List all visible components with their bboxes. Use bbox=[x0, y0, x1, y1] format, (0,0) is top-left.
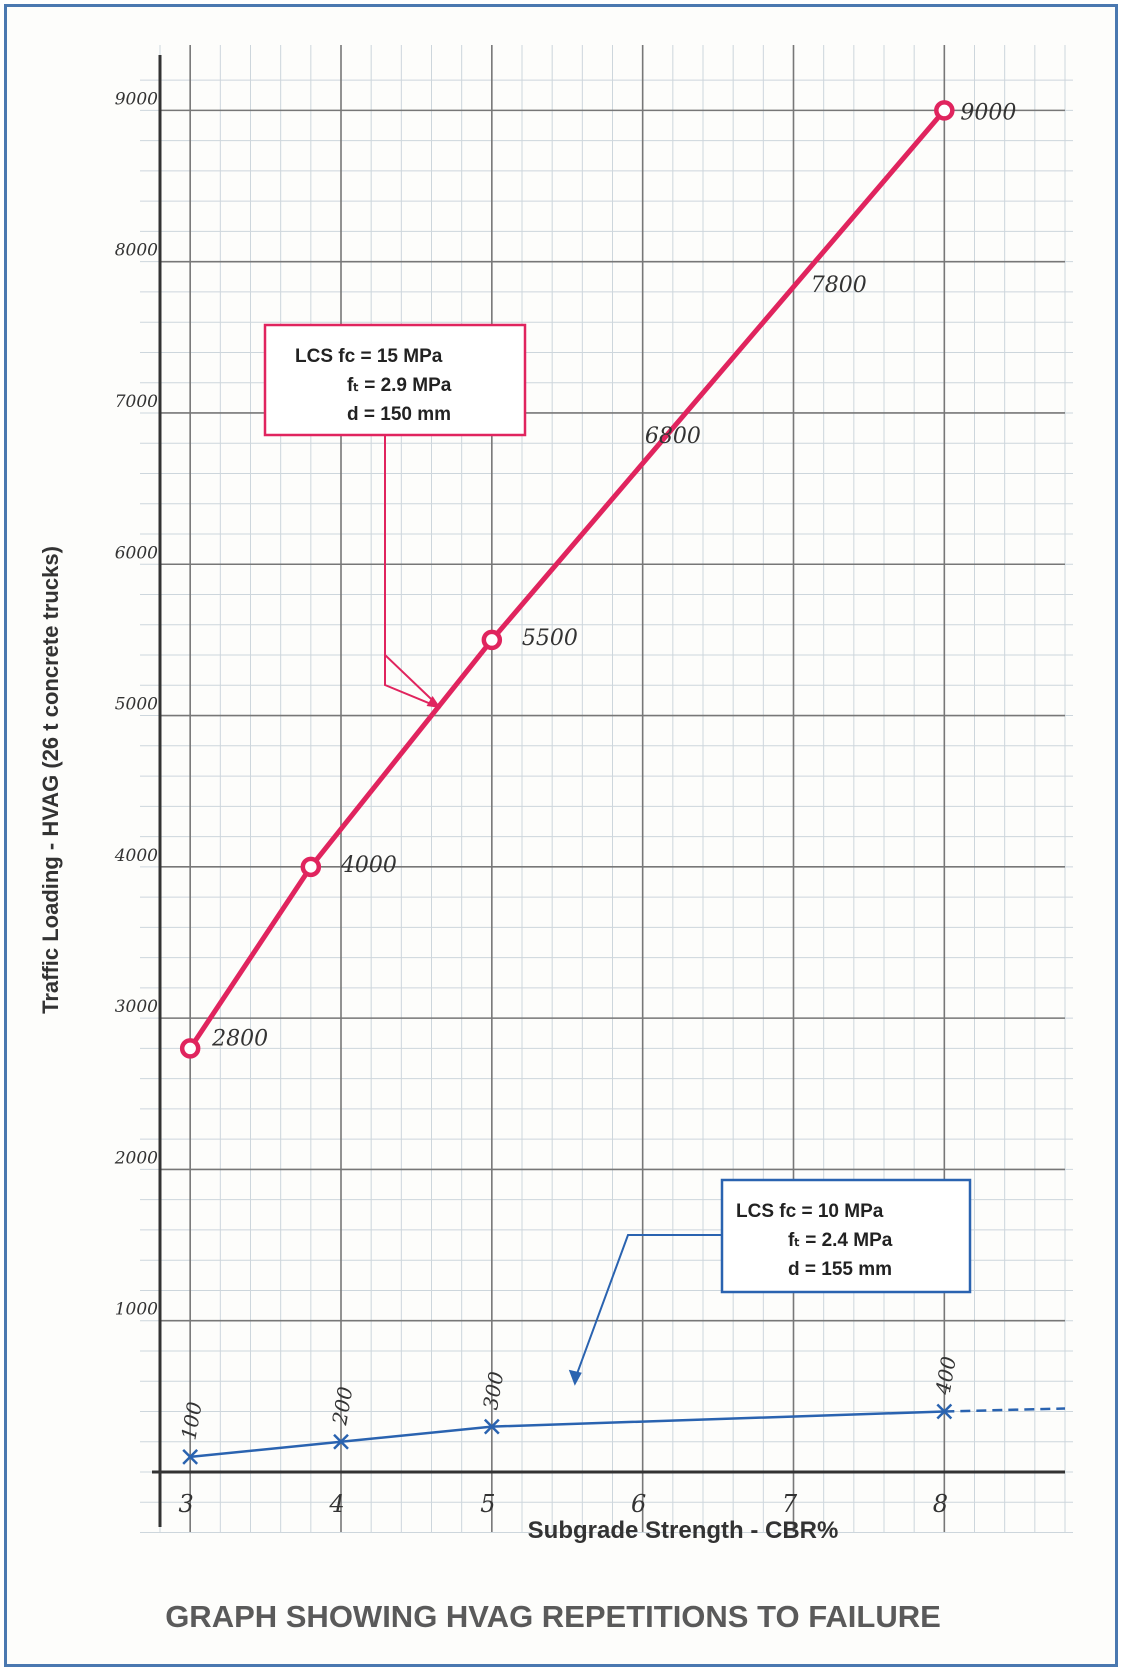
x-tick-label: 5 bbox=[480, 1490, 495, 1518]
series-line-10mpa bbox=[190, 1410, 945, 1459]
annotation-label-15mpa: 6800 bbox=[645, 424, 701, 449]
data-point-10mpa bbox=[182, 1448, 199, 1465]
data-label-10mpa: 200 bbox=[327, 1385, 357, 1428]
data-point-10mpa bbox=[333, 1433, 349, 1450]
x-tick-label: 3 bbox=[179, 1490, 194, 1518]
y-tick-label: 3000 bbox=[115, 997, 158, 1017]
axes bbox=[152, 55, 1065, 1527]
y-tick-label: 1000 bbox=[115, 1300, 158, 1320]
data-label-10mpa: 300 bbox=[478, 1369, 508, 1411]
legend-15mpa-line: fₜ = 2.9 MPa bbox=[347, 375, 452, 396]
legend-10mpa-box bbox=[720, 1178, 972, 1294]
y-tick-label: 7000 bbox=[115, 392, 158, 412]
tick-labels: 3 4 5 6 7 8 1000 2000 3000 4000 5000 6000 7000 8000 90… bbox=[114, 89, 948, 1518]
series-extension-10mpa bbox=[944, 1407, 1066, 1413]
legend-15mpa-leader bbox=[384, 435, 441, 709]
y-tick-label: 5000 bbox=[115, 695, 158, 715]
x-tick-label: 7 bbox=[782, 1490, 798, 1518]
legend-10mpa-arrowhead bbox=[568, 1369, 582, 1386]
chart-title: GRAPH SHOWING HVAG REPETITIONS TO FAILUR… bbox=[165, 1599, 941, 1634]
legend-15mpa-line: LCS fᴄ = 15 MPa bbox=[295, 346, 443, 367]
legend-10mpa-line: d = 155 mm bbox=[788, 1259, 892, 1280]
legend-10mpa-leader bbox=[573, 1234, 722, 1381]
data-label-15mpa: 9000 bbox=[960, 100, 1016, 125]
x-tick-label: 8 bbox=[933, 1490, 948, 1518]
y-axis-label: Traffic Loading - HVAG (26 t concrete tr… bbox=[38, 546, 63, 1014]
y-tick-label: 4000 bbox=[114, 846, 158, 866]
legend-15mpa: LCS fᴄ = 15 MPa fₜ = 2.9 MPa d = 150 mm bbox=[263, 323, 527, 709]
minor-grid bbox=[140, 45, 1073, 1534]
legend-10mpa: LCS fᴄ = 10 MPa fₜ = 2.4 MPa d = 155 mm bbox=[568, 1178, 972, 1386]
legend-15mpa-box bbox=[263, 323, 527, 437]
y-tick-label: 6000 bbox=[115, 543, 158, 563]
y-tick-label: 2000 bbox=[114, 1148, 158, 1168]
data-point-15mpa bbox=[481, 629, 503, 651]
annotation-label-15mpa: 7800 bbox=[811, 273, 867, 298]
data-point-15mpa bbox=[934, 100, 955, 121]
series-layer: 2800 4000 5500 9000 6800 7800 100 200 300 400 bbox=[176, 100, 1066, 1465]
y-tick-label: 8000 bbox=[115, 241, 158, 261]
series-line-15mpa bbox=[188, 108, 947, 1050]
data-point-10mpa bbox=[936, 1403, 953, 1420]
data-point-15mpa bbox=[179, 1038, 201, 1059]
x-axis-label: Subgrade Strength - CBR% bbox=[528, 1517, 839, 1544]
x-tick-label: 4 bbox=[328, 1490, 344, 1518]
legend-15mpa-line: d = 150 mm bbox=[347, 404, 451, 425]
x-tick-label: 6 bbox=[631, 1490, 646, 1518]
legend-10mpa-line: fₜ = 2.4 MPa bbox=[788, 1230, 893, 1251]
legend-15mpa-arrowhead bbox=[426, 695, 441, 708]
data-label-15mpa: 4000 bbox=[340, 853, 397, 878]
data-point-10mpa bbox=[483, 1418, 500, 1435]
y-tick-label: 9000 bbox=[115, 89, 158, 109]
data-label-10mpa: 100 bbox=[176, 1400, 206, 1442]
legend-10mpa-line: LCS fᴄ = 10 MPa bbox=[736, 1201, 884, 1222]
legend-15mpa-leader-path bbox=[384, 435, 442, 709]
data-point-15mpa bbox=[300, 856, 322, 878]
data-label-15mpa: 2800 bbox=[211, 1026, 268, 1051]
data-label-10mpa: 400 bbox=[930, 1354, 960, 1397]
data-label-15mpa: 5500 bbox=[522, 626, 578, 651]
